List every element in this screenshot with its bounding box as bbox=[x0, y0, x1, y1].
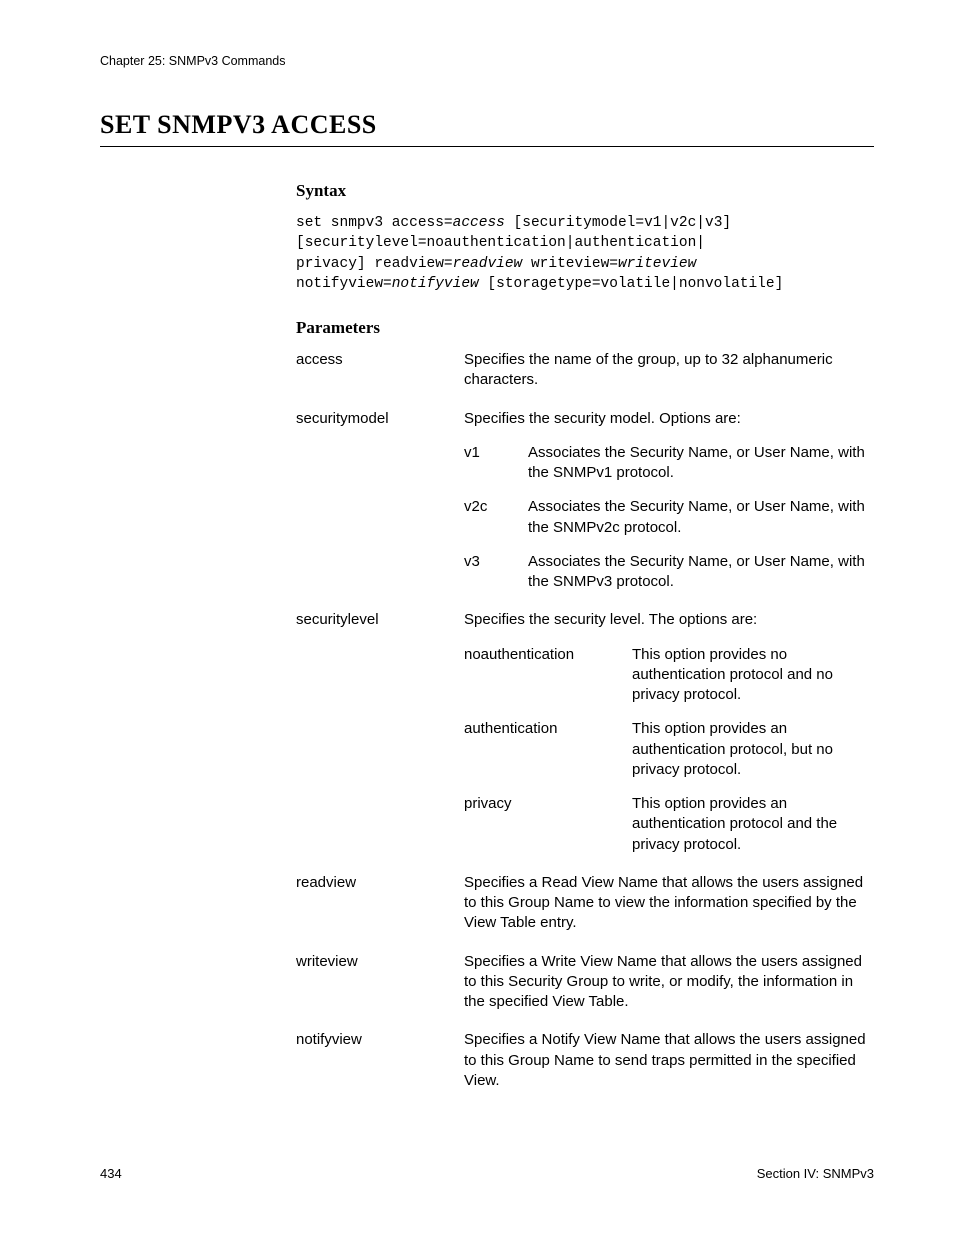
page-title: SET SNMPV3 ACCESS bbox=[100, 110, 874, 147]
content-body: Syntax set snmpv3 access=access [securit… bbox=[296, 181, 874, 1091]
param-desc-text: Specifies the security level. The option… bbox=[464, 610, 874, 630]
syntax-text: [storagetype=volatile|nonvolatile] bbox=[479, 276, 784, 292]
syntax-line: set snmpv3 access=access [securitymodel=… bbox=[296, 213, 874, 233]
param-sub-name: noauthentication bbox=[464, 645, 632, 665]
param-row: securitymodelSpecifies the security mode… bbox=[296, 409, 874, 593]
param-sub-desc: Associates the Security Name, or User Na… bbox=[528, 552, 874, 593]
page-number: 434 bbox=[100, 1166, 122, 1181]
syntax-param: access bbox=[453, 215, 505, 231]
param-sub-desc: Associates the Security Name, or User Na… bbox=[528, 497, 874, 538]
param-name: notifyview bbox=[296, 1030, 464, 1050]
param-name: readview bbox=[296, 873, 464, 893]
syntax-text: privacy] readview= bbox=[296, 256, 453, 272]
param-row: accessSpecifies the name of the group, u… bbox=[296, 350, 874, 391]
param-desc: Specifies a Write View Name that allows … bbox=[464, 952, 874, 1013]
param-desc-text: Specifies the security model. Options ar… bbox=[464, 409, 874, 429]
param-desc: Specifies a Read View Name that allows t… bbox=[464, 873, 874, 934]
param-sub-row: v3Associates the Security Name, or User … bbox=[464, 552, 874, 593]
parameters-table: accessSpecifies the name of the group, u… bbox=[296, 350, 874, 1091]
syntax-param: readview bbox=[453, 256, 523, 272]
syntax-text: set snmpv3 access= bbox=[296, 215, 453, 231]
param-sub-desc: Associates the Security Name, or User Na… bbox=[528, 443, 874, 484]
param-sub-desc: This option provides an authentication p… bbox=[632, 719, 874, 780]
syntax-block: set snmpv3 access=access [securitymodel=… bbox=[296, 213, 874, 294]
param-row: writeviewSpecifies a Write View Name tha… bbox=[296, 952, 874, 1013]
syntax-line: notifyview=notifyview [storagetype=volat… bbox=[296, 274, 874, 294]
syntax-line: privacy] readview=readview writeview=wri… bbox=[296, 254, 874, 274]
param-sub-desc: This option provides no authentication p… bbox=[632, 645, 874, 706]
syntax-text: [securitymodel=v1|v2c|v3] bbox=[505, 215, 731, 231]
syntax-param: writeview bbox=[618, 256, 696, 272]
param-sub-row: noauthenticationThis option provides no … bbox=[464, 645, 874, 706]
param-name: securitymodel bbox=[296, 409, 464, 429]
syntax-param: notifyview bbox=[392, 276, 479, 292]
section-label: Section IV: SNMPv3 bbox=[757, 1166, 874, 1181]
param-desc-text: Specifies a Write View Name that allows … bbox=[464, 952, 874, 1013]
syntax-text: notifyview= bbox=[296, 276, 392, 292]
chapter-header: Chapter 25: SNMPv3 Commands bbox=[100, 54, 874, 68]
syntax-text: [securitylevel=noauthentication|authenti… bbox=[296, 235, 705, 251]
page-container: Chapter 25: SNMPv3 Commands SET SNMPV3 A… bbox=[0, 0, 954, 1235]
param-desc: Specifies the name of the group, up to 3… bbox=[464, 350, 874, 391]
param-sub-name: privacy bbox=[464, 794, 632, 814]
page-footer: 434 Section IV: SNMPv3 bbox=[100, 1166, 874, 1181]
param-sub-row: privacyThis option provides an authentic… bbox=[464, 794, 874, 855]
param-sub-row: v2cAssociates the Security Name, or User… bbox=[464, 497, 874, 538]
syntax-text: writeview= bbox=[522, 256, 618, 272]
param-sub-name: v2c bbox=[464, 497, 528, 517]
param-desc: Specifies a Notify View Name that allows… bbox=[464, 1030, 874, 1091]
param-row: securitylevelSpecifies the security leve… bbox=[296, 610, 874, 855]
param-sub-name: authentication bbox=[464, 719, 632, 739]
parameters-heading: Parameters bbox=[296, 318, 874, 338]
param-name: securitylevel bbox=[296, 610, 464, 630]
param-row: readviewSpecifies a Read View Name that … bbox=[296, 873, 874, 934]
syntax-line: [securitylevel=noauthentication|authenti… bbox=[296, 233, 874, 253]
param-name: access bbox=[296, 350, 464, 370]
param-name: writeview bbox=[296, 952, 464, 972]
param-sub-row: authenticationThis option provides an au… bbox=[464, 719, 874, 780]
param-desc-text: Specifies a Read View Name that allows t… bbox=[464, 873, 874, 934]
syntax-heading: Syntax bbox=[296, 181, 874, 201]
param-sub-name: v3 bbox=[464, 552, 528, 572]
param-desc: Specifies the security model. Options ar… bbox=[464, 409, 874, 593]
param-sub-desc: This option provides an authentication p… bbox=[632, 794, 874, 855]
param-desc: Specifies the security level. The option… bbox=[464, 610, 874, 855]
param-sub-name: v1 bbox=[464, 443, 528, 463]
param-row: notifyviewSpecifies a Notify View Name t… bbox=[296, 1030, 874, 1091]
param-desc-text: Specifies a Notify View Name that allows… bbox=[464, 1030, 874, 1091]
param-sub-row: v1Associates the Security Name, or User … bbox=[464, 443, 874, 484]
param-desc-text: Specifies the name of the group, up to 3… bbox=[464, 350, 874, 391]
